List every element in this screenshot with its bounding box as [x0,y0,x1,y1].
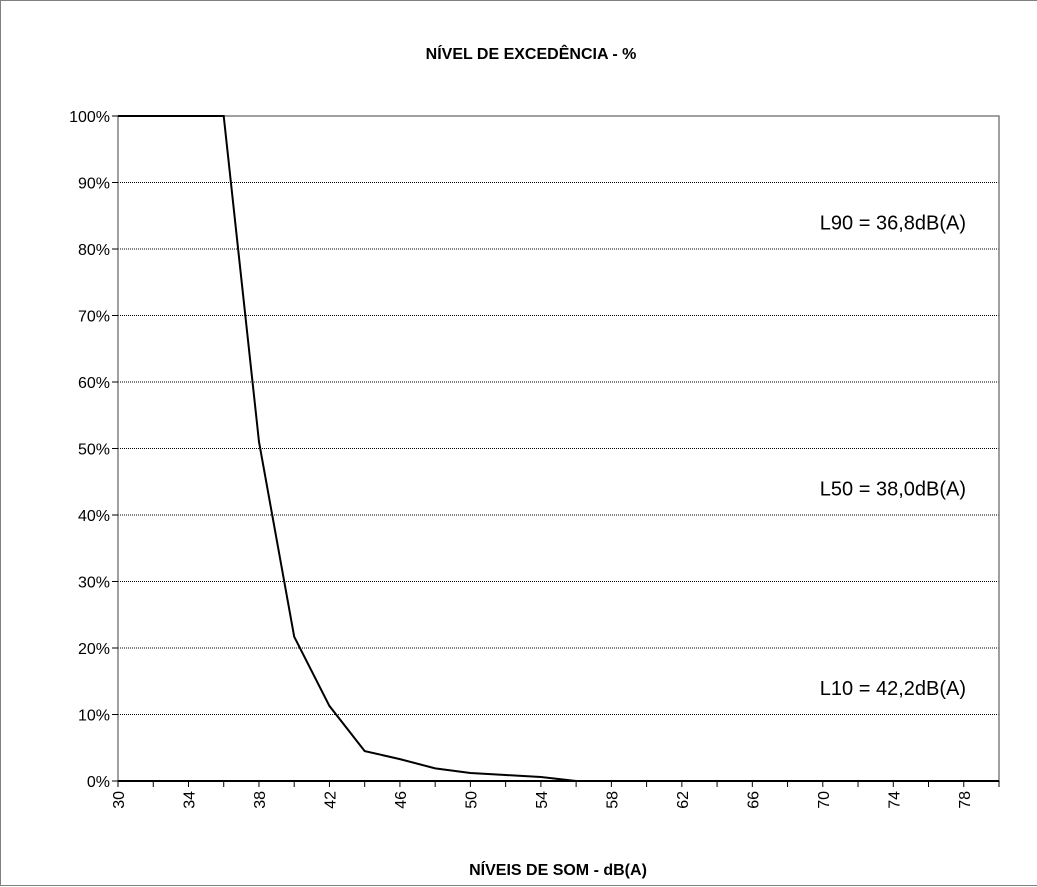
y-tick-label: 40% [78,508,110,525]
x-tick-label: 30 [111,791,128,809]
y-tick-label: 80% [78,242,110,259]
x-axis: 30 34 38 42 46 50 54 58 62 66 70 74 78 [111,780,1000,809]
y-tick-label: 20% [78,641,110,658]
x-tick-label: 66 [745,791,762,809]
y-tick-label: 60% [78,375,110,392]
y-axis: 0% 10% 20% 30% 40% 50% 60% 70% 80% 90% 100% [69,109,118,791]
x-tick-label: 62 [675,791,692,809]
gridlines [118,182,999,715]
y-tick-label: 0% [87,774,110,791]
x-tick-label: 34 [181,791,198,809]
annotations: L90 = 36,8dB(A) L50 = 38,0dB(A) L10 = 42,2… [820,212,966,700]
annotation-label: L10 = 42,2dB(A) [820,678,966,700]
chart-title: NÍVEL DE EXCEDÊNCIA - % [426,44,637,63]
y-tick-label: 70% [78,309,110,326]
x-tick-label: 42 [322,791,339,809]
x-axis-title: NÍVEIS DE SOM - dB(A) [469,860,647,879]
x-tick-label: 58 [604,791,621,809]
x-tick-label: 46 [393,791,410,809]
series-line [118,115,999,782]
series-group [118,115,999,782]
x-tick-label: 50 [463,791,480,809]
x-tick-label: 54 [534,791,551,809]
annotation-label: L90 = 36,8dB(A) [820,212,966,234]
x-tick-label: 38 [252,791,269,809]
x-tick-label: 70 [816,791,833,809]
x-tick-label: 74 [886,791,903,809]
y-tick-label: 90% [78,176,110,193]
y-tick-label: 100% [69,109,110,126]
y-tick-label: 30% [78,575,110,592]
x-tick-label: 78 [957,791,974,809]
y-tick-label: 10% [78,708,110,725]
y-tick-label: 50% [78,442,110,459]
annotation-label: L50 = 38,0dB(A) [820,478,966,500]
